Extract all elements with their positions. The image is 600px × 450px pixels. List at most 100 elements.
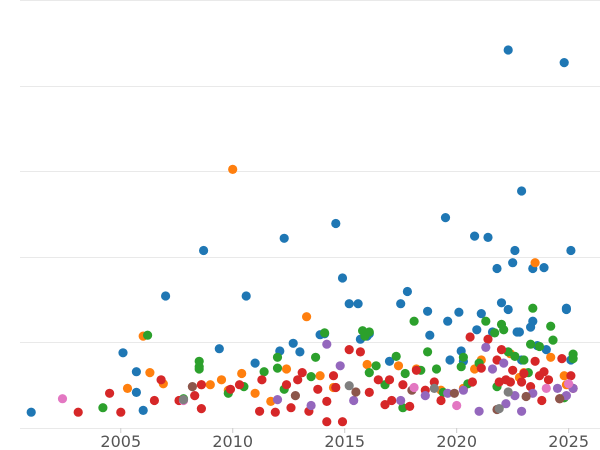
data-point — [331, 382, 341, 393]
data-point — [566, 245, 576, 256]
data-point — [384, 375, 395, 385]
data-point — [257, 375, 267, 385]
data-point — [228, 164, 238, 174]
series-3 — [73, 332, 578, 427]
data-point — [73, 407, 83, 417]
data-point — [496, 298, 507, 308]
data-point — [384, 356, 395, 366]
data-point — [187, 382, 197, 392]
data-point — [405, 401, 415, 411]
data-point — [398, 403, 408, 413]
data-point — [306, 372, 316, 382]
data-point — [440, 213, 451, 223]
data-point — [380, 400, 390, 410]
data-point — [145, 368, 155, 378]
x-tick-label-0: 2005 — [100, 432, 141, 450]
data-point — [353, 299, 363, 309]
data-point — [555, 394, 565, 404]
data-point — [281, 380, 292, 390]
data-point — [526, 339, 536, 349]
data-point — [501, 399, 511, 409]
data-point — [337, 273, 348, 283]
data-point — [214, 344, 224, 354]
data-point — [564, 379, 574, 389]
data-point — [499, 325, 509, 335]
series-7 — [178, 381, 513, 414]
data-point — [559, 371, 569, 381]
data-point — [286, 403, 296, 413]
data-point — [270, 407, 280, 417]
data-point — [409, 316, 419, 326]
data-point — [548, 335, 558, 345]
data-point — [322, 339, 332, 349]
data-point — [409, 382, 419, 393]
x-tick-label-1: 2010 — [212, 432, 253, 450]
data-point — [503, 45, 513, 55]
data-point — [443, 316, 453, 326]
data-point — [494, 404, 504, 414]
data-point — [445, 355, 455, 365]
data-point — [402, 286, 412, 297]
data-point — [423, 306, 433, 316]
data-point — [503, 387, 513, 397]
data-point — [546, 352, 556, 362]
data-point — [387, 395, 397, 406]
data-point — [411, 365, 421, 375]
data-point — [470, 231, 480, 241]
data-point — [481, 342, 491, 352]
x-tick-label-4: 2025 — [548, 432, 589, 450]
data-point — [510, 351, 520, 361]
data-point — [196, 380, 206, 390]
data-point — [393, 361, 404, 371]
data-point — [490, 328, 500, 338]
data-point — [293, 375, 303, 385]
series-5 — [187, 382, 565, 415]
data-point — [199, 245, 209, 256]
points-layer — [26, 45, 578, 427]
data-point — [57, 394, 68, 404]
data-point — [306, 400, 316, 411]
data-point — [302, 312, 312, 322]
series-1 — [122, 164, 572, 406]
data-point — [508, 258, 518, 268]
data-point — [288, 338, 298, 348]
data-point — [328, 371, 339, 381]
data-point — [259, 367, 269, 377]
data-point — [281, 364, 292, 374]
data-point — [364, 387, 374, 397]
data-point — [391, 351, 401, 361]
data-point — [481, 316, 491, 326]
data-point — [349, 395, 359, 406]
grid-layer — [20, 0, 600, 429]
data-point — [320, 328, 330, 338]
data-point — [400, 368, 410, 379]
data-point — [557, 354, 567, 364]
data-point — [131, 387, 141, 397]
data-point — [255, 406, 265, 416]
data-point — [149, 395, 159, 406]
data-point — [420, 391, 430, 401]
data-point — [423, 347, 433, 357]
data-point — [205, 380, 215, 390]
x-tick-label-2: 2015 — [324, 432, 365, 450]
data-point — [508, 365, 518, 375]
data-point — [297, 368, 307, 378]
data-point — [315, 371, 325, 381]
data-point — [118, 348, 128, 358]
data-point — [534, 341, 545, 352]
data-point — [530, 258, 540, 268]
data-point — [431, 364, 442, 374]
data-point — [483, 334, 493, 344]
data-point — [452, 400, 462, 411]
data-point — [279, 233, 289, 243]
data-point — [539, 263, 549, 273]
data-point — [138, 405, 148, 415]
data-point — [474, 406, 484, 416]
data-point — [116, 407, 126, 417]
data-point — [539, 367, 549, 377]
data-point — [476, 309, 486, 319]
data-point — [517, 377, 527, 387]
data-point — [344, 381, 354, 391]
data-point — [517, 406, 527, 416]
data-point — [521, 391, 531, 402]
